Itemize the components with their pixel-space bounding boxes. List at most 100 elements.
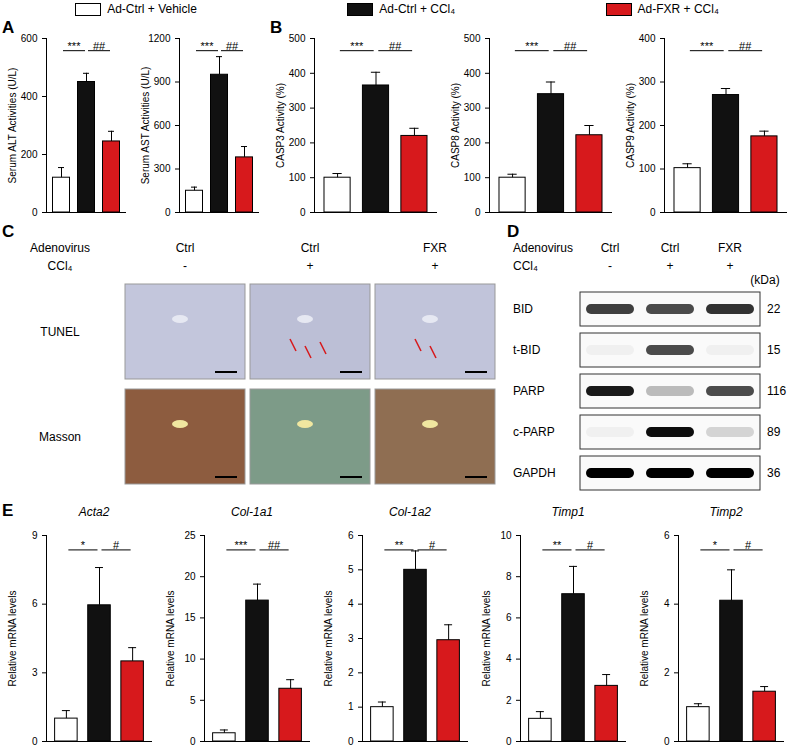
svg-text:600: 600 bbox=[21, 33, 38, 44]
svg-text:***: *** bbox=[700, 40, 714, 52]
svg-text:0: 0 bbox=[348, 736, 354, 747]
svg-text:4: 4 bbox=[664, 598, 670, 609]
svg-text:200: 200 bbox=[289, 137, 306, 148]
svg-text:0: 0 bbox=[32, 207, 38, 218]
svg-text:400: 400 bbox=[21, 91, 38, 102]
svg-text:3: 3 bbox=[32, 667, 38, 678]
svg-text:0: 0 bbox=[650, 207, 656, 218]
svg-text:0: 0 bbox=[664, 736, 670, 747]
svg-text:Ctrl: Ctrl bbox=[176, 241, 195, 255]
svg-text:*: * bbox=[713, 539, 718, 551]
svg-text:Serum AST Activities (U/L): Serum AST Activities (U/L) bbox=[140, 67, 151, 185]
svg-text:PARP: PARP bbox=[513, 384, 545, 398]
svg-text:500: 500 bbox=[289, 33, 306, 44]
svg-text:300: 300 bbox=[154, 163, 171, 174]
svg-text:900: 900 bbox=[154, 76, 171, 87]
svg-text:Serum ALT Activities (U/L): Serum ALT Activities (U/L) bbox=[7, 68, 18, 184]
svg-text:FXR: FXR bbox=[423, 241, 447, 255]
svg-text:89: 89 bbox=[767, 425, 781, 439]
svg-text:200: 200 bbox=[639, 120, 656, 131]
svg-text:0: 0 bbox=[190, 736, 196, 747]
svg-text:0: 0 bbox=[165, 207, 171, 218]
svg-text:Ctrl: Ctrl bbox=[661, 241, 680, 255]
svg-text:5: 5 bbox=[348, 564, 354, 575]
svg-text:#: # bbox=[429, 539, 436, 551]
svg-text:##: ## bbox=[564, 40, 577, 52]
svg-text:t-BID: t-BID bbox=[513, 343, 541, 357]
svg-text:Relative mRNA levels: Relative mRNA levels bbox=[323, 590, 334, 686]
svg-text:-: - bbox=[183, 259, 187, 273]
svg-text:6: 6 bbox=[32, 598, 38, 609]
svg-text:##: ## bbox=[389, 40, 402, 52]
svg-text:5: 5 bbox=[190, 695, 196, 706]
svg-text:25: 25 bbox=[184, 530, 196, 541]
svg-text:1200: 1200 bbox=[148, 33, 171, 44]
svg-text:CASP3 Activity (%): CASP3 Activity (%) bbox=[275, 83, 286, 168]
svg-text:2: 2 bbox=[506, 695, 512, 706]
svg-text:10: 10 bbox=[500, 530, 512, 541]
svg-text:Relative mRNA levels: Relative mRNA levels bbox=[639, 590, 650, 686]
svg-text:CCl₄: CCl₄ bbox=[48, 259, 73, 273]
svg-text:##: ## bbox=[268, 539, 281, 551]
svg-text:***: *** bbox=[201, 40, 215, 52]
svg-text:#: # bbox=[587, 539, 594, 551]
svg-text:c-PARP: c-PARP bbox=[513, 425, 555, 439]
svg-text:CASP9 Activity (%): CASP9 Activity (%) bbox=[625, 83, 636, 168]
svg-text:##: ## bbox=[226, 40, 239, 52]
svg-text:-: - bbox=[608, 259, 612, 273]
svg-text:10: 10 bbox=[184, 653, 196, 664]
svg-text:Relative mRNA levels: Relative mRNA levels bbox=[165, 590, 176, 686]
svg-text:0: 0 bbox=[506, 736, 512, 747]
svg-text:2: 2 bbox=[664, 667, 670, 678]
svg-text:6: 6 bbox=[506, 612, 512, 623]
svg-text:***: *** bbox=[350, 40, 364, 52]
svg-text:(kDa): (kDa) bbox=[750, 273, 779, 287]
svg-text:**: ** bbox=[553, 539, 562, 551]
svg-text:300: 300 bbox=[464, 102, 481, 113]
svg-text:Ctrl: Ctrl bbox=[301, 241, 320, 255]
svg-text:36: 36 bbox=[767, 466, 781, 480]
svg-text:22: 22 bbox=[767, 302, 781, 316]
svg-text:GAPDH: GAPDH bbox=[513, 466, 556, 480]
svg-text:***: *** bbox=[68, 40, 82, 52]
svg-text:0: 0 bbox=[300, 207, 306, 218]
svg-text:1: 1 bbox=[348, 701, 354, 712]
svg-text:Adenovirus: Adenovirus bbox=[30, 241, 90, 255]
svg-text:FXR: FXR bbox=[718, 241, 742, 255]
svg-text:500: 500 bbox=[464, 33, 481, 44]
svg-text:0: 0 bbox=[32, 736, 38, 747]
svg-text:4: 4 bbox=[348, 598, 354, 609]
svg-text:400: 400 bbox=[464, 68, 481, 79]
svg-text:15: 15 bbox=[767, 343, 781, 357]
svg-text:#: # bbox=[745, 539, 752, 551]
svg-text:100: 100 bbox=[289, 172, 306, 183]
svg-text:Relative mRNA levels: Relative mRNA levels bbox=[7, 590, 18, 686]
svg-text:##: ## bbox=[93, 40, 106, 52]
svg-text:400: 400 bbox=[639, 33, 656, 44]
svg-text:300: 300 bbox=[639, 76, 656, 87]
svg-text:C: C bbox=[2, 222, 14, 241]
svg-text:CASP8 Activity (%): CASP8 Activity (%) bbox=[450, 83, 461, 168]
svg-text:6: 6 bbox=[664, 530, 670, 541]
svg-text:***: *** bbox=[235, 539, 249, 551]
svg-text:3: 3 bbox=[348, 633, 354, 644]
svg-text:400: 400 bbox=[289, 68, 306, 79]
svg-text:100: 100 bbox=[464, 172, 481, 183]
svg-text:CCl₄: CCl₄ bbox=[513, 259, 538, 273]
svg-text:Ctrl: Ctrl bbox=[601, 241, 620, 255]
svg-text:+: + bbox=[666, 259, 673, 273]
svg-text:6: 6 bbox=[348, 530, 354, 541]
svg-text:BID: BID bbox=[513, 302, 533, 316]
svg-text:200: 200 bbox=[464, 137, 481, 148]
svg-text:TUNEL: TUNEL bbox=[40, 325, 80, 339]
svg-text:Masson: Masson bbox=[39, 430, 81, 444]
svg-text:+: + bbox=[726, 259, 733, 273]
svg-text:Relative mRNA levels: Relative mRNA levels bbox=[481, 590, 492, 686]
svg-text:15: 15 bbox=[184, 612, 196, 623]
svg-text:9: 9 bbox=[32, 530, 38, 541]
svg-text:20: 20 bbox=[184, 571, 196, 582]
svg-text:+: + bbox=[431, 259, 438, 273]
svg-text:300: 300 bbox=[289, 102, 306, 113]
svg-text:116: 116 bbox=[767, 384, 786, 398]
svg-text:8: 8 bbox=[506, 571, 512, 582]
